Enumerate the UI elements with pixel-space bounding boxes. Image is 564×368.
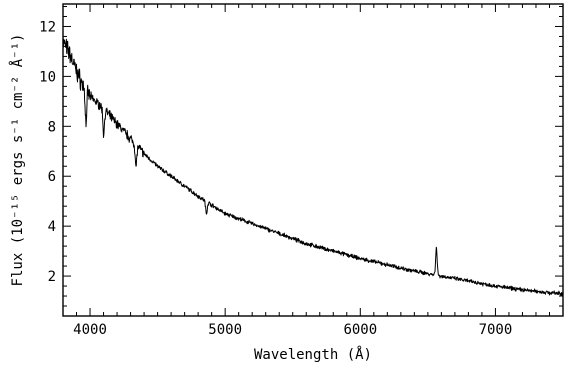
spectrum-line (62, 38, 564, 296)
y-tick-label: 10 (39, 69, 56, 85)
x-tick-label: 6000 (343, 322, 377, 338)
y-tick-label: 2 (48, 269, 56, 285)
x-axis-title: Wavelength (Å) (254, 346, 372, 363)
y-tick-label: 8 (48, 119, 56, 135)
x-tick-label: 5000 (208, 322, 242, 338)
x-tick-label: 7000 (479, 322, 513, 338)
x-tick-labels: 4000 5000 6000 7000 (73, 322, 512, 338)
axis-ticks (62, 4, 564, 317)
y-tick-label: 4 (48, 219, 56, 235)
plot-frame (62, 3, 564, 317)
y-tick-label: 6 (48, 169, 56, 185)
y-tick-labels: 2 4 6 8 10 12 (39, 19, 56, 285)
x-tick-label: 4000 (73, 322, 107, 338)
y-axis-title: Flux (10⁻¹⁵ ergs s⁻¹ cm⁻² Å⁻¹) (9, 34, 26, 287)
y-tick-label: 12 (39, 19, 56, 35)
